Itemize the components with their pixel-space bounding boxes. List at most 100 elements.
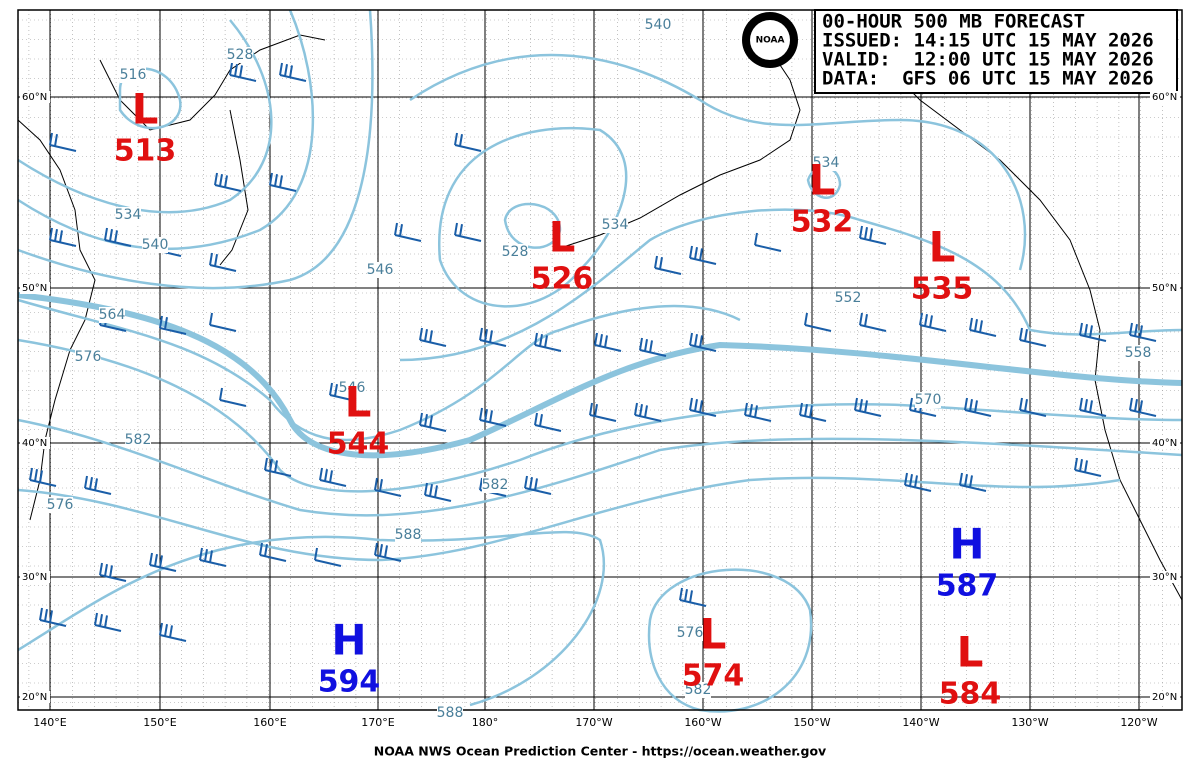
contour-label: 570 bbox=[915, 392, 942, 408]
barb-tick bbox=[59, 230, 63, 243]
barb-tick bbox=[209, 252, 213, 266]
barb-tick bbox=[229, 62, 233, 76]
barb-tick bbox=[679, 587, 683, 601]
barb-tick bbox=[919, 312, 923, 326]
barb-tick bbox=[694, 399, 698, 412]
latitude-label-bg bbox=[1150, 691, 1180, 703]
contour-label-bg bbox=[685, 682, 711, 698]
barb-tick bbox=[964, 397, 968, 411]
barb-tick bbox=[224, 175, 228, 188]
contour-label: 528 bbox=[227, 47, 254, 63]
barb-tick bbox=[489, 410, 493, 423]
longitude-label: 120°W bbox=[1120, 716, 1157, 729]
barb-tick bbox=[529, 477, 533, 490]
barb-tick bbox=[459, 134, 463, 147]
center-value: 587 bbox=[936, 569, 999, 604]
longitude-label: 150°E bbox=[143, 716, 176, 729]
contour bbox=[17, 418, 1183, 517]
barb-tick bbox=[964, 474, 968, 487]
latitude-label-bg bbox=[1150, 282, 1180, 294]
barb-tick bbox=[754, 405, 758, 418]
barb-tick bbox=[594, 332, 598, 346]
barb-tick bbox=[209, 312, 213, 326]
center-symbol: L bbox=[549, 213, 576, 262]
barb-tick bbox=[329, 470, 333, 483]
barb-tick bbox=[219, 174, 223, 187]
barb-tick bbox=[869, 228, 873, 241]
barb-tick bbox=[374, 542, 378, 556]
barb-tick bbox=[94, 612, 98, 626]
barb-tick bbox=[1079, 397, 1083, 411]
barb-tick bbox=[649, 340, 653, 353]
contour-label-bg bbox=[645, 17, 671, 33]
barb-tick bbox=[1089, 400, 1093, 413]
barb-tick bbox=[654, 255, 658, 269]
contour-label: 582 bbox=[685, 682, 712, 698]
contour-label: 540 bbox=[645, 17, 672, 33]
latitude-label-bg bbox=[20, 91, 50, 103]
barb-tick bbox=[394, 222, 398, 236]
barb-tick bbox=[1139, 400, 1143, 413]
contour-label: 534 bbox=[602, 217, 629, 233]
barb-tick bbox=[809, 405, 813, 418]
barb-tick bbox=[694, 247, 698, 260]
barb-tick bbox=[39, 607, 43, 621]
center-symbol: L bbox=[700, 610, 727, 659]
barb-tick bbox=[699, 248, 703, 261]
barb-tick bbox=[689, 332, 693, 346]
barb-tick bbox=[454, 222, 458, 236]
barb-tick bbox=[684, 589, 688, 602]
barb-tick bbox=[859, 312, 863, 326]
barb-tick bbox=[164, 624, 168, 637]
barb-tick bbox=[644, 405, 648, 418]
contour-label: 588 bbox=[395, 527, 422, 543]
barb-tick bbox=[1084, 460, 1088, 473]
barb-tick bbox=[199, 547, 203, 561]
contour-label-bg bbox=[367, 262, 393, 278]
barb-tick bbox=[434, 485, 438, 498]
barb-tick bbox=[854, 397, 858, 411]
contour-label-bg bbox=[115, 207, 141, 223]
barb-tick bbox=[594, 404, 598, 417]
barb-tick bbox=[539, 334, 543, 347]
center-symbol: H bbox=[949, 520, 984, 569]
barb-tick bbox=[44, 609, 48, 622]
latitude-label-bg bbox=[20, 282, 50, 294]
barb-tick bbox=[164, 317, 168, 330]
barb-tick bbox=[49, 132, 53, 146]
barb-tick bbox=[804, 404, 808, 417]
contour-label: 528 bbox=[502, 244, 529, 260]
center-symbol: L bbox=[929, 223, 956, 272]
barb-tick bbox=[589, 402, 593, 416]
barb-tick bbox=[159, 622, 163, 636]
barb-tick bbox=[864, 314, 868, 327]
contour-label: 576 bbox=[677, 625, 704, 641]
contour-label-bg bbox=[47, 497, 73, 513]
center-symbol: H bbox=[331, 616, 366, 665]
latitude-label: 30°N bbox=[22, 572, 47, 583]
contour-label-bg bbox=[1125, 345, 1151, 361]
barb-tick bbox=[54, 229, 58, 242]
barb-tick bbox=[104, 564, 108, 577]
header-line: ISSUED: 14:15 UTC 15 MAY 2026 bbox=[822, 30, 1154, 52]
coastline bbox=[99, 34, 326, 131]
contour-label-bg bbox=[602, 217, 628, 233]
barb-tick bbox=[334, 384, 338, 397]
barb-tick bbox=[279, 62, 283, 76]
footer: NOAA NWS Ocean Prediction Center - https… bbox=[374, 744, 826, 759]
barb-tick bbox=[379, 544, 383, 557]
center-value: 535 bbox=[911, 272, 974, 307]
barb-tick bbox=[1139, 325, 1143, 338]
barb-tick bbox=[204, 549, 208, 562]
logo: NOAA bbox=[742, 12, 798, 68]
barb-tick bbox=[479, 407, 483, 421]
barb-tick bbox=[84, 475, 88, 489]
logo-disc bbox=[750, 20, 790, 60]
contour-label: 540 bbox=[142, 237, 169, 253]
barb-tick bbox=[974, 319, 978, 332]
contour-label: 576 bbox=[75, 349, 102, 365]
latitude-label: 20°N bbox=[1152, 692, 1177, 703]
latitude-label: 50°N bbox=[22, 283, 47, 294]
barb-tick bbox=[109, 229, 113, 242]
contour-label: 564 bbox=[99, 307, 126, 323]
